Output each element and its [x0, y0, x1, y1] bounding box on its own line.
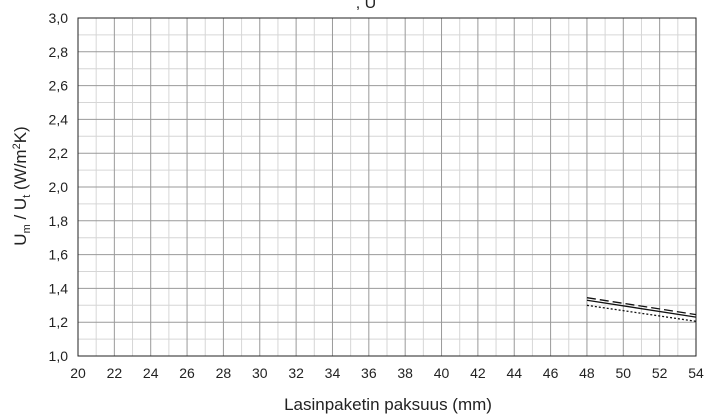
x-tick-label: 32 [288, 365, 304, 381]
x-tick-label: 20 [70, 365, 86, 381]
x-tick-label: 52 [652, 365, 668, 381]
chart-title: , U [356, 0, 376, 12]
y-tick-label: 1,0 [49, 348, 69, 364]
plot-frame [77, 17, 697, 357]
x-tick-label: 54 [688, 365, 704, 381]
series-layer [586, 297, 697, 322]
x-tick-label: 36 [361, 365, 377, 381]
y-axis-title-sup: 2 [11, 143, 23, 149]
x-tick-label: 40 [434, 365, 450, 381]
y-axis-title-mid: / U [11, 198, 30, 224]
y-tick-label: 2,6 [49, 78, 69, 94]
x-tick-label: 34 [325, 365, 341, 381]
y-tick-labels: 1,0 1,2 1,4 1,6 1,8 2,0 2,2 2,4 2,6 2,8 3,0 [49, 10, 69, 364]
y-axis-title: Um / Ut (W/m2K) [11, 126, 33, 245]
series-line-solid [586, 299, 697, 318]
x-axis-title: Lasinpaketin paksuus (mm) [284, 395, 492, 414]
y-axis-title-unit-post: K) [11, 126, 30, 143]
y-tick-label: 1,6 [49, 247, 69, 263]
x-tick-label: 44 [506, 365, 522, 381]
y-axis-title-base1: U [11, 233, 30, 245]
y-tick-label: 2,8 [49, 44, 69, 60]
y-tick-label: 1,2 [49, 314, 69, 330]
y-axis-title-sub2: t [21, 195, 33, 198]
x-tick-label: 28 [216, 365, 232, 381]
x-tick-label: 24 [143, 365, 159, 381]
x-tick-label: 46 [543, 365, 559, 381]
x-tick-label: 50 [616, 365, 632, 381]
series-line-long-dash [586, 297, 697, 316]
y-tick-label: 3,0 [49, 10, 69, 26]
y-tick-label: 2,2 [49, 145, 69, 161]
y-axis-title-unit-pre: (W/m [11, 149, 30, 194]
x-tick-label: 26 [179, 365, 195, 381]
y-axis-title-sub1: m [21, 224, 33, 233]
x-tick-label: 22 [107, 365, 123, 381]
x-tick-label: 38 [397, 365, 413, 381]
y-tick-label: 1,8 [49, 213, 69, 229]
y-tick-label: 2,0 [49, 179, 69, 195]
y-tick-label: 1,4 [49, 280, 69, 296]
x-tick-labels: 20 22 24 26 28 30 32 34 36 38 40 42 44 46 48 50 52 54 [70, 365, 704, 381]
x-tick-label: 48 [579, 365, 595, 381]
y-tick-label: 2,4 [49, 111, 69, 127]
x-tick-label: 42 [470, 365, 486, 381]
x-tick-label: 30 [252, 365, 268, 381]
